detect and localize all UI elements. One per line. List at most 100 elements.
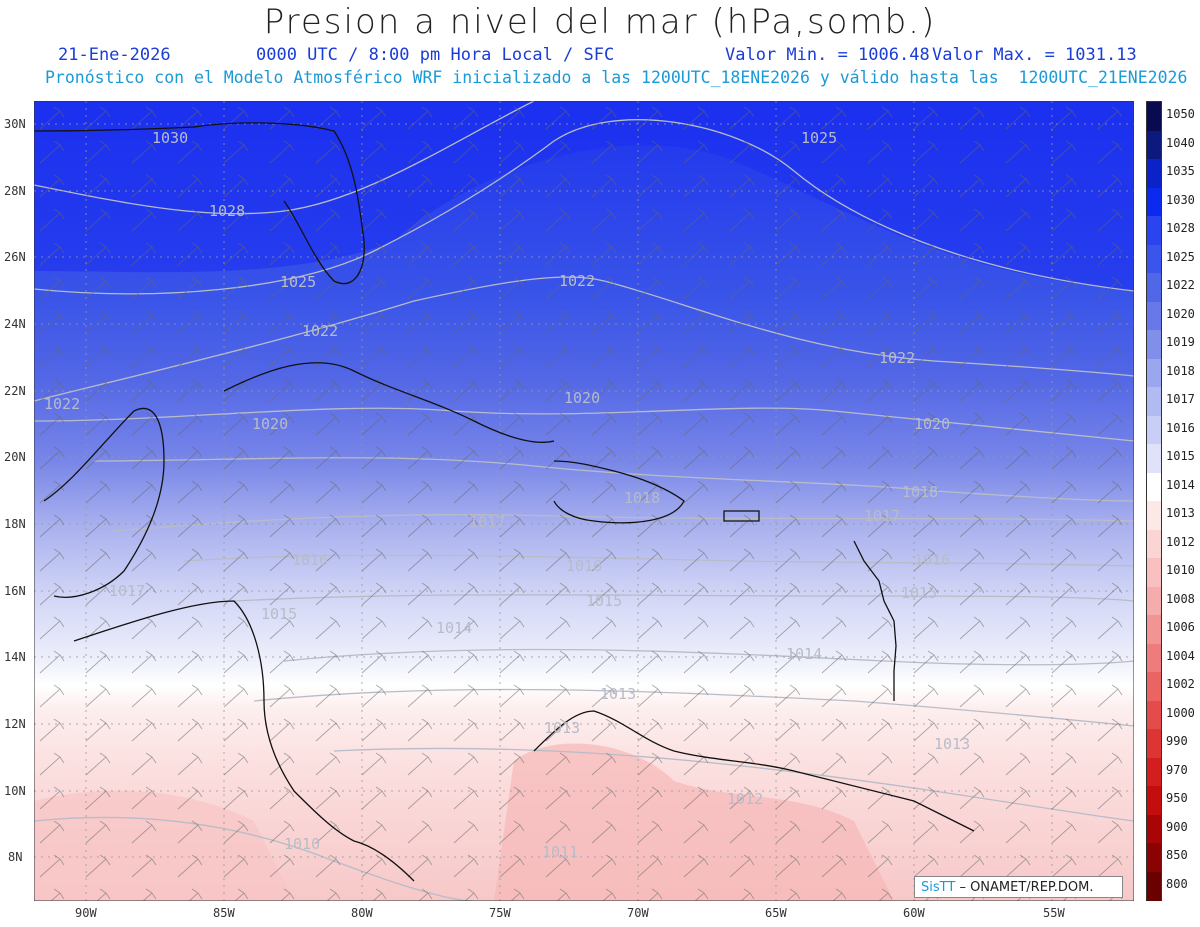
colorbar-swatch: [1147, 586, 1161, 616]
lon-label: 65W: [765, 906, 787, 920]
colorbar-label: 1016: [1166, 420, 1195, 435]
colorbar-label: 1010: [1166, 563, 1195, 578]
lat-label: 20N: [4, 450, 26, 464]
contour-label: 1012: [727, 790, 763, 808]
min-value: Valor Min. = 1006.48: [725, 45, 930, 65]
pressure-colorbar: [1146, 101, 1162, 901]
colorbar-swatch: [1147, 387, 1161, 416]
contour-label: 1025: [801, 129, 837, 147]
colorbar-label: 1006: [1166, 620, 1195, 635]
lat-label: 16N: [4, 584, 26, 598]
colorbar-label: 1019: [1166, 335, 1195, 350]
colorbar-swatch: [1147, 244, 1161, 274]
colorbar-label: 1012: [1166, 534, 1195, 549]
contour-label: 1020: [914, 415, 950, 433]
lat-label: 8N: [8, 850, 23, 864]
contour-label: 1016: [292, 551, 328, 569]
colorbar-label: 1008: [1166, 591, 1195, 606]
colorbar-swatch: [1147, 529, 1161, 559]
colorbar-swatch: [1147, 130, 1161, 160]
model-subtitle: Pronóstico con el Modelo Atmosférico WRF…: [45, 68, 1188, 87]
colorbar-label: 1040: [1166, 135, 1195, 150]
lon-label: 90W: [75, 906, 97, 920]
lat-label: 18N: [4, 517, 26, 531]
lon-label: 70W: [627, 906, 649, 920]
colorbar-label: 1030: [1166, 192, 1195, 207]
contour-label: 1018: [624, 489, 660, 507]
lat-label: 12N: [4, 717, 26, 731]
colorbar-label: 990: [1166, 734, 1188, 749]
colorbar-swatch: [1147, 444, 1161, 473]
colorbar-label: 800: [1166, 876, 1188, 891]
colorbar-swatch: [1147, 301, 1161, 331]
contour-label: 1016: [914, 551, 950, 569]
colorbar-label: 900: [1166, 819, 1188, 834]
colorbar-swatch: [1147, 187, 1161, 217]
colorbar-label: 1020: [1166, 306, 1195, 321]
contour-label: 1017: [864, 507, 900, 525]
sistt-logo: SisTT: [921, 880, 956, 895]
colorbar-label: 1004: [1166, 648, 1195, 663]
colorbar-label: 970: [1166, 762, 1188, 777]
colorbar-swatch: [1147, 615, 1161, 644]
colorbar-swatch: [1147, 273, 1161, 302]
contour-label: 1015: [586, 592, 622, 610]
colorbar-swatch: [1147, 700, 1161, 730]
contour-label: 1015: [261, 605, 297, 623]
forecast-date: 21-Ene-2026: [58, 45, 171, 65]
contour-label: 1020: [564, 389, 600, 407]
central-america-coastline: [73, 600, 415, 882]
cuba-coastline: [223, 362, 555, 443]
colorbar-label: 1015: [1166, 449, 1195, 464]
colorbar-swatch: [1147, 729, 1161, 758]
colorbar-label: 1002: [1166, 677, 1195, 692]
colorbar-swatch: [1147, 786, 1161, 815]
colorbar-label: 1022: [1166, 278, 1195, 293]
colorbar-label: 1028: [1166, 221, 1195, 236]
colorbar-label: 1050: [1166, 107, 1195, 122]
lat-label: 26N: [4, 250, 26, 264]
colorbar-label: 950: [1166, 791, 1188, 806]
pressure-map: 1030 1028 1025 1025 1022 1022 1022 1022 …: [34, 101, 1134, 901]
lat-label: 14N: [4, 650, 26, 664]
lon-label: 55W: [1043, 906, 1065, 920]
contour-label: 1022: [879, 349, 915, 367]
hispaniola-coastline: [553, 460, 685, 524]
contour-label: 1013: [544, 719, 580, 737]
colorbar-swatch: [1147, 501, 1161, 530]
colorbar-swatch: [1147, 102, 1161, 131]
colorbar-swatch: [1147, 216, 1161, 245]
contour-label: 1013: [934, 735, 970, 753]
colorbar-label: 1014: [1166, 477, 1195, 492]
lat-label: 28N: [4, 184, 26, 198]
lon-label: 85W: [213, 906, 235, 920]
colorbar-label: 1013: [1166, 506, 1195, 521]
contour-label: 1011: [542, 843, 578, 861]
contour-label: 1013: [600, 685, 636, 703]
colorbar-swatch: [1147, 558, 1161, 587]
lesser-antilles-coastline: [853, 540, 897, 701]
colorbar-swatch: [1147, 330, 1161, 359]
lat-label: 30N: [4, 117, 26, 131]
contour-label: 1022: [302, 322, 338, 340]
colorbar-swatch: [1147, 871, 1161, 901]
credit-text: – ONAMET/REP.DOM.: [959, 880, 1094, 895]
contour-label: 1030: [152, 129, 188, 147]
contour-label: 1018: [902, 483, 938, 501]
colorbar-swatch: [1147, 843, 1161, 872]
colorbar-swatch: [1147, 643, 1161, 673]
contour-label: 1022: [44, 395, 80, 413]
lat-label: 24N: [4, 317, 26, 331]
yucatan-coastline: [43, 407, 165, 598]
lat-label: 22N: [4, 384, 26, 398]
lat-label: 10N: [4, 784, 26, 798]
colorbar-label: 1017: [1166, 392, 1195, 407]
lon-label: 80W: [351, 906, 373, 920]
map-title: Presion a nivel del mar (hPa,somb.): [263, 2, 937, 42]
credit-box: SisTT – ONAMET/REP.DOM.: [914, 876, 1123, 898]
forecast-time: 0000 UTC / 8:00 pm Hora Local / SFC: [256, 45, 615, 65]
colorbar-swatch: [1147, 415, 1161, 445]
colorbar-label: 850: [1166, 848, 1188, 863]
contour-label: 1025: [280, 273, 316, 291]
south-america-coastline: [533, 710, 975, 832]
